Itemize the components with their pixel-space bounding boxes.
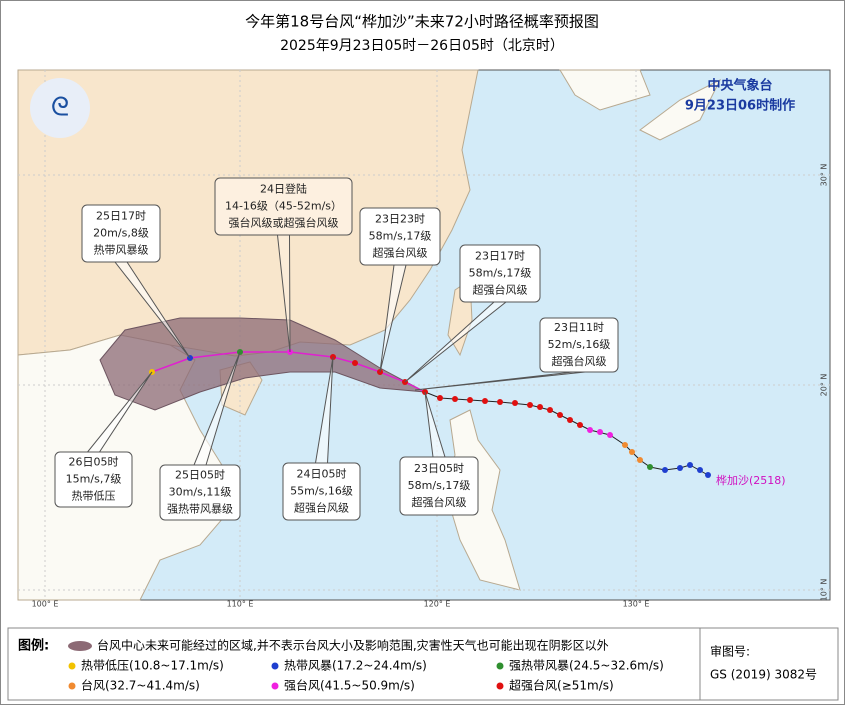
track-point — [577, 422, 583, 428]
agency-logo-mark: ᘓ — [51, 93, 69, 123]
track-point — [697, 467, 703, 473]
callout-box — [282, 462, 361, 521]
callout-box — [54, 451, 133, 508]
track-point — [557, 412, 563, 418]
probability-cone — [99, 317, 426, 411]
track-point — [662, 467, 668, 473]
lat-label: 20° N — [820, 374, 829, 397]
callout-box — [359, 207, 441, 266]
track-point — [567, 417, 573, 423]
track-point — [687, 462, 693, 468]
legend-swatch — [496, 682, 504, 690]
track-point — [452, 396, 458, 402]
callout-text: 26日05时 — [69, 456, 119, 469]
track-point — [647, 464, 653, 470]
track-point — [497, 399, 503, 405]
callout-text: 24日登陆 — [260, 182, 307, 196]
track-point — [547, 407, 553, 413]
callout-text: 58m/s,17级 — [408, 479, 471, 492]
callout-text: 23日17时 — [475, 250, 525, 263]
callout-text: 超强台风级 — [373, 246, 428, 260]
callout-box — [539, 317, 619, 373]
callout-box — [459, 244, 541, 303]
callout-text: 超强台风级 — [473, 283, 528, 297]
legend-swatch — [68, 662, 76, 670]
callout-text: 25日17时 — [96, 210, 146, 223]
lon-label: 110° E — [227, 600, 254, 609]
korea — [559, 69, 651, 111]
callout-text: 52m/s,16级 — [548, 338, 611, 351]
track-point — [622, 442, 628, 448]
callout-text: 30m/s,11级 — [169, 486, 232, 499]
legend-cone-swatch — [68, 641, 92, 651]
track-point — [677, 465, 683, 471]
legend-label: 强热带风暴(24.5~32.6m/s) — [509, 659, 664, 673]
track-point — [527, 402, 533, 408]
subtitle: 2025年9月23日05时－26日05时（北京时） — [280, 38, 564, 54]
track-point — [637, 457, 643, 463]
track-point — [629, 449, 635, 455]
legend-swatch — [271, 662, 279, 670]
agency-name: 中央气象台 — [707, 78, 772, 94]
lat-label: 10° N — [820, 579, 829, 602]
legend-label: 热带低压(10.8~17.1m/s) — [81, 659, 224, 673]
callout-text: 58m/s,17级 — [369, 230, 432, 243]
callout-text: 24日05时 — [297, 468, 347, 481]
approval-number: GS (2019) 3082号 — [710, 668, 817, 682]
legend-title: 图例: — [18, 638, 49, 654]
legend-label: 强台风(41.5~50.9m/s) — [284, 678, 415, 693]
callout-text: 强台风级或超强台风级 — [229, 216, 339, 230]
callout-text: 14-16级（45-52m/s） — [225, 200, 342, 213]
callout-text: 超强台风级 — [294, 501, 349, 515]
track-point — [587, 427, 593, 433]
track-point — [705, 472, 711, 478]
callout-box — [399, 456, 479, 516]
legend-label: 热带风暴(17.2~24.4m/s) — [284, 659, 427, 673]
callout-text: 热带低压 — [72, 490, 116, 503]
track-point — [607, 432, 613, 438]
legend-swatch — [68, 682, 76, 690]
title: 今年第18号台风“桦加沙”未来72小时路径概率预报图 — [245, 13, 599, 31]
legend-swatch — [496, 662, 504, 670]
track-point — [482, 398, 488, 404]
callout-text: 15m/s,7级 — [66, 473, 122, 486]
track-point — [597, 429, 603, 435]
lat-label: 30° N — [820, 164, 829, 187]
callout-text: 55m/s,16级 — [290, 485, 353, 498]
callout-text: 23日11时 — [554, 321, 604, 334]
track-point — [437, 395, 443, 401]
callout-box — [159, 464, 241, 521]
legend: 图例: 台风中心未来可能经过的区域,并不表示台风大小及影响范围,灾害性天气也可能… — [7, 627, 839, 701]
callout-text: 25日05时 — [175, 469, 225, 482]
legend-cone-text: 台风中心未来可能经过的区域,并不表示台风大小及影响范围,灾害性天气也可能出现在阴… — [97, 638, 609, 653]
lon-label: 100° E — [32, 600, 59, 609]
track-point — [352, 360, 358, 366]
callout-text: 58m/s,17级 — [469, 267, 532, 280]
map: ᘓ — [17, 69, 831, 601]
storm-label: 桦加沙(2518) — [716, 473, 786, 487]
callout-box — [214, 177, 353, 236]
legend-label: 台风(32.7~41.4m/s) — [81, 678, 200, 693]
callout-box — [81, 204, 161, 263]
issue-time: 9月23日06时制作 — [685, 98, 795, 114]
agency-logo — [30, 78, 90, 138]
approval-label: 审图号: — [710, 644, 750, 659]
lon-label: 120° E — [424, 600, 451, 609]
legend-swatch — [271, 682, 279, 690]
legend-label: 超强台风(≥51m/s) — [509, 678, 614, 693]
callout-text: 23日05时 — [414, 462, 464, 475]
callout-text: 强热带风暴级 — [167, 503, 233, 516]
track-point — [467, 397, 473, 403]
japan — [639, 78, 722, 141]
track-point — [537, 404, 543, 410]
lon-label: 130° E — [623, 600, 650, 609]
callout-text: 热带风暴级 — [94, 244, 149, 257]
callout-text: 超强台风级 — [552, 354, 607, 368]
callout-text: 超强台风级 — [412, 495, 467, 509]
callout-text: 23日23时 — [375, 213, 425, 226]
track-point — [512, 400, 518, 406]
callout-text: 20m/s,8级 — [93, 227, 149, 240]
